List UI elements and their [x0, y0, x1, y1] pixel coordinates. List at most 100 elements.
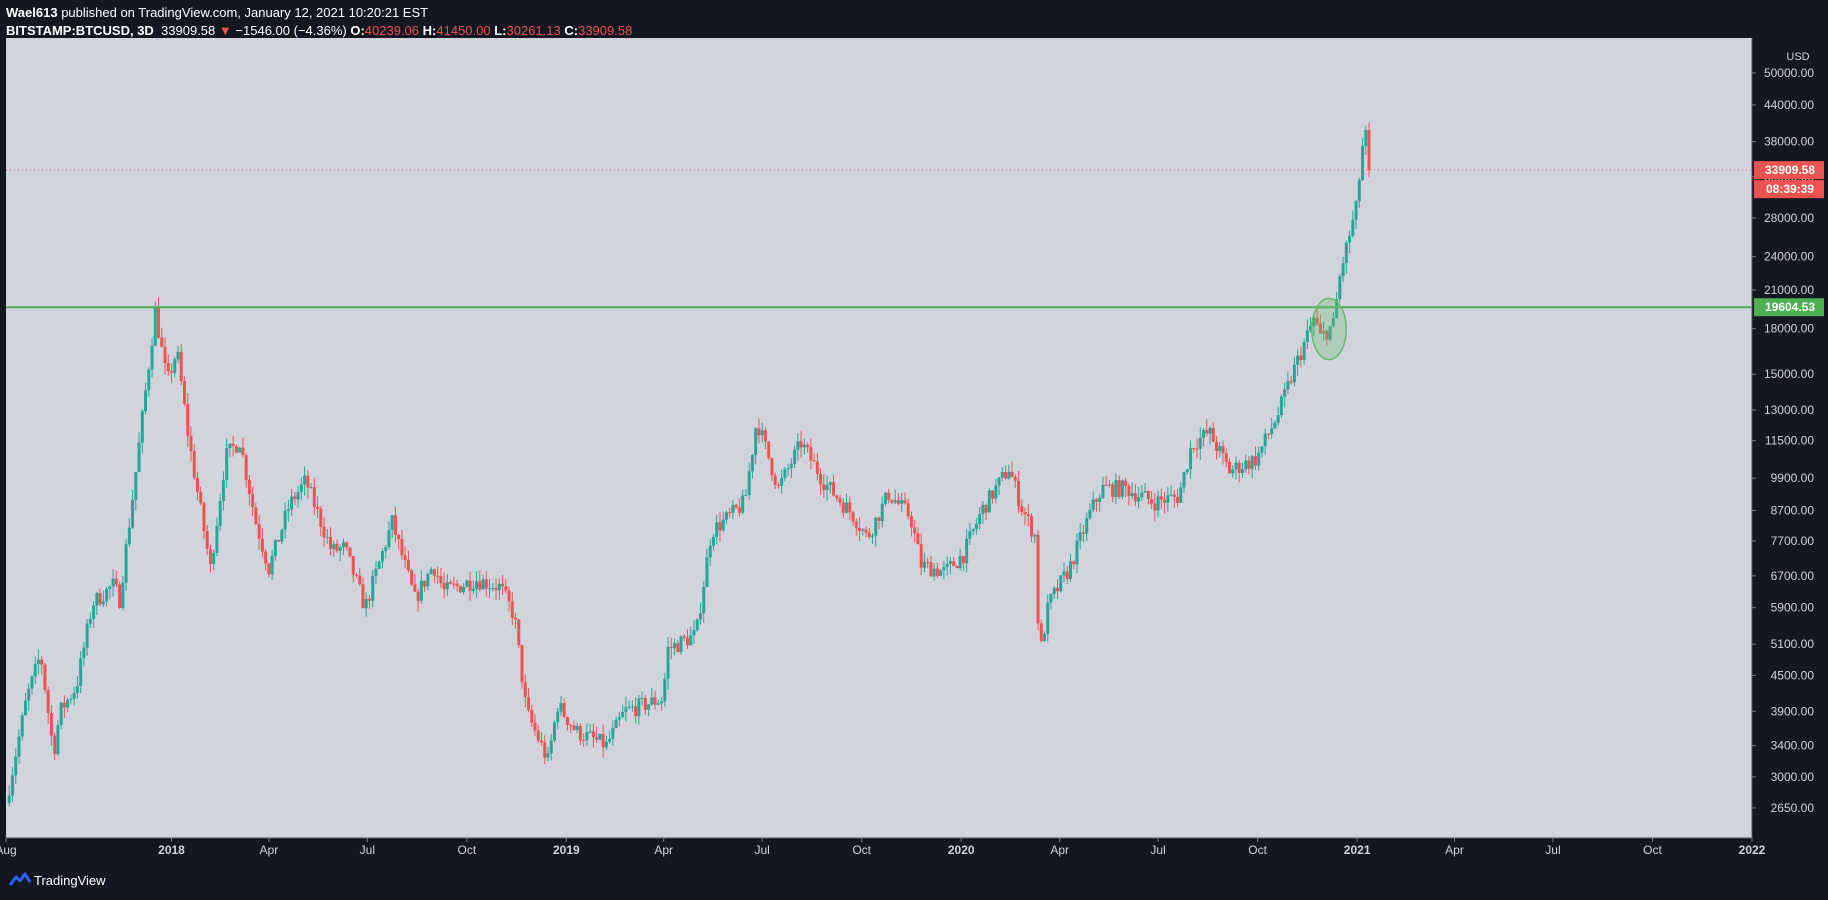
candle-up: [488, 588, 492, 590]
candle-up: [724, 512, 728, 520]
candle-up: [640, 697, 644, 699]
candle-up: [1296, 355, 1300, 365]
y-tick-label: 21000.00: [1764, 283, 1814, 297]
y-tick-label: 8700.00: [1771, 504, 1815, 518]
countdown-tag: [1754, 180, 1824, 199]
candle-up: [429, 569, 433, 574]
candle-up: [1354, 201, 1358, 220]
candle-down: [653, 697, 657, 705]
highlight-ellipse[interactable]: [1310, 297, 1348, 361]
candle-up: [1250, 456, 1254, 469]
candle-down: [1159, 496, 1163, 500]
candle-down: [523, 682, 527, 698]
candle-up: [1189, 448, 1193, 470]
candle-up: [1007, 471, 1011, 479]
candle-up: [342, 542, 346, 548]
candle-down: [1315, 317, 1319, 324]
candles[interactable]: [7, 122, 1371, 807]
candle-down: [449, 582, 453, 584]
candle-down: [199, 491, 203, 504]
candle-down: [822, 484, 826, 491]
candle-up: [650, 697, 654, 705]
x-tick-label: 2018: [158, 843, 185, 857]
candle-down: [601, 733, 605, 748]
candle-down: [520, 645, 524, 683]
candle-up: [1137, 496, 1141, 502]
candle-down: [46, 690, 50, 714]
price-chart[interactable]: 2650.00 3000.00 3400.00 3900.00 4500.00 5100.…: [0, 0, 1828, 862]
y-tick-label: 11500.00: [1765, 434, 1814, 448]
candle-up: [660, 701, 664, 704]
candle-down: [1072, 561, 1076, 565]
candle-up: [280, 529, 284, 542]
candle-up: [33, 663, 37, 677]
low-value: 30261.13: [506, 23, 561, 38]
currency-label: USD: [1786, 51, 1809, 63]
candle-down: [854, 521, 858, 529]
candle-up: [647, 704, 651, 710]
y-tick-label: 4500.00: [1771, 668, 1815, 682]
candle-up: [1156, 496, 1160, 511]
symbol-name[interactable]: BITSTAMP:BTCUSD, 3D: [6, 23, 154, 38]
candle-down: [329, 536, 333, 550]
candle-down: [247, 479, 251, 495]
candle-down: [403, 555, 407, 560]
candle-up: [101, 601, 105, 605]
candle-down: [1065, 571, 1069, 580]
candle-down: [1026, 514, 1030, 517]
candle-up: [754, 428, 758, 455]
candle-down: [991, 490, 995, 499]
candle-up: [332, 543, 336, 550]
candle-down: [890, 499, 894, 503]
candle-up: [69, 698, 73, 700]
candle-up: [273, 539, 277, 556]
candle-down: [906, 503, 910, 517]
candle-up: [845, 502, 849, 513]
candle-down: [1146, 491, 1150, 500]
candle-down: [858, 528, 862, 531]
candle-down: [1367, 130, 1371, 171]
candle-down: [1299, 355, 1303, 360]
candle-up: [796, 441, 800, 450]
candle-down: [903, 500, 907, 504]
candle-up: [1312, 317, 1316, 326]
candle-up: [1185, 469, 1189, 473]
time-axis[interactable]: [6, 838, 1752, 862]
candle-down: [189, 435, 193, 452]
chart-footer: TradingView: [0, 862, 1828, 900]
y-tick-label: 50000.00: [1764, 66, 1814, 80]
symbol-line: BITSTAMP:BTCUSD, 3D 33909.58 ▼ −1546.00 …: [6, 23, 632, 38]
candle-up: [225, 448, 229, 480]
candle-down: [582, 740, 586, 742]
candle-down: [501, 583, 505, 587]
candle-up: [497, 583, 501, 591]
candle-down: [718, 522, 722, 531]
candle-up: [1364, 130, 1368, 146]
author-name[interactable]: Wael613: [6, 5, 58, 20]
plot-area[interactable]: [6, 38, 1752, 838]
candle-up: [627, 706, 631, 708]
x-tick-label: Oct: [1248, 843, 1267, 857]
candle-down: [494, 588, 498, 591]
candle-down: [1010, 471, 1014, 477]
candle-up: [1292, 364, 1296, 383]
candle-down: [517, 619, 521, 646]
candle-down: [1247, 460, 1251, 469]
candle-down: [536, 730, 540, 741]
candle-down: [264, 551, 268, 564]
candle-up: [1302, 342, 1306, 360]
candle-up: [465, 580, 469, 587]
candle-up: [124, 544, 128, 583]
candle-up: [147, 369, 151, 391]
candle-up: [948, 561, 952, 564]
candle-up: [747, 471, 751, 495]
tradingview-brand[interactable]: TradingView: [34, 873, 106, 888]
candle-down: [763, 430, 767, 442]
candle-down: [1172, 494, 1176, 497]
candle-up: [153, 307, 157, 346]
candle-up: [108, 586, 112, 589]
candle-up: [111, 578, 115, 587]
candle-up: [36, 659, 40, 664]
candle-up: [309, 487, 313, 489]
candle-up: [1088, 509, 1092, 519]
